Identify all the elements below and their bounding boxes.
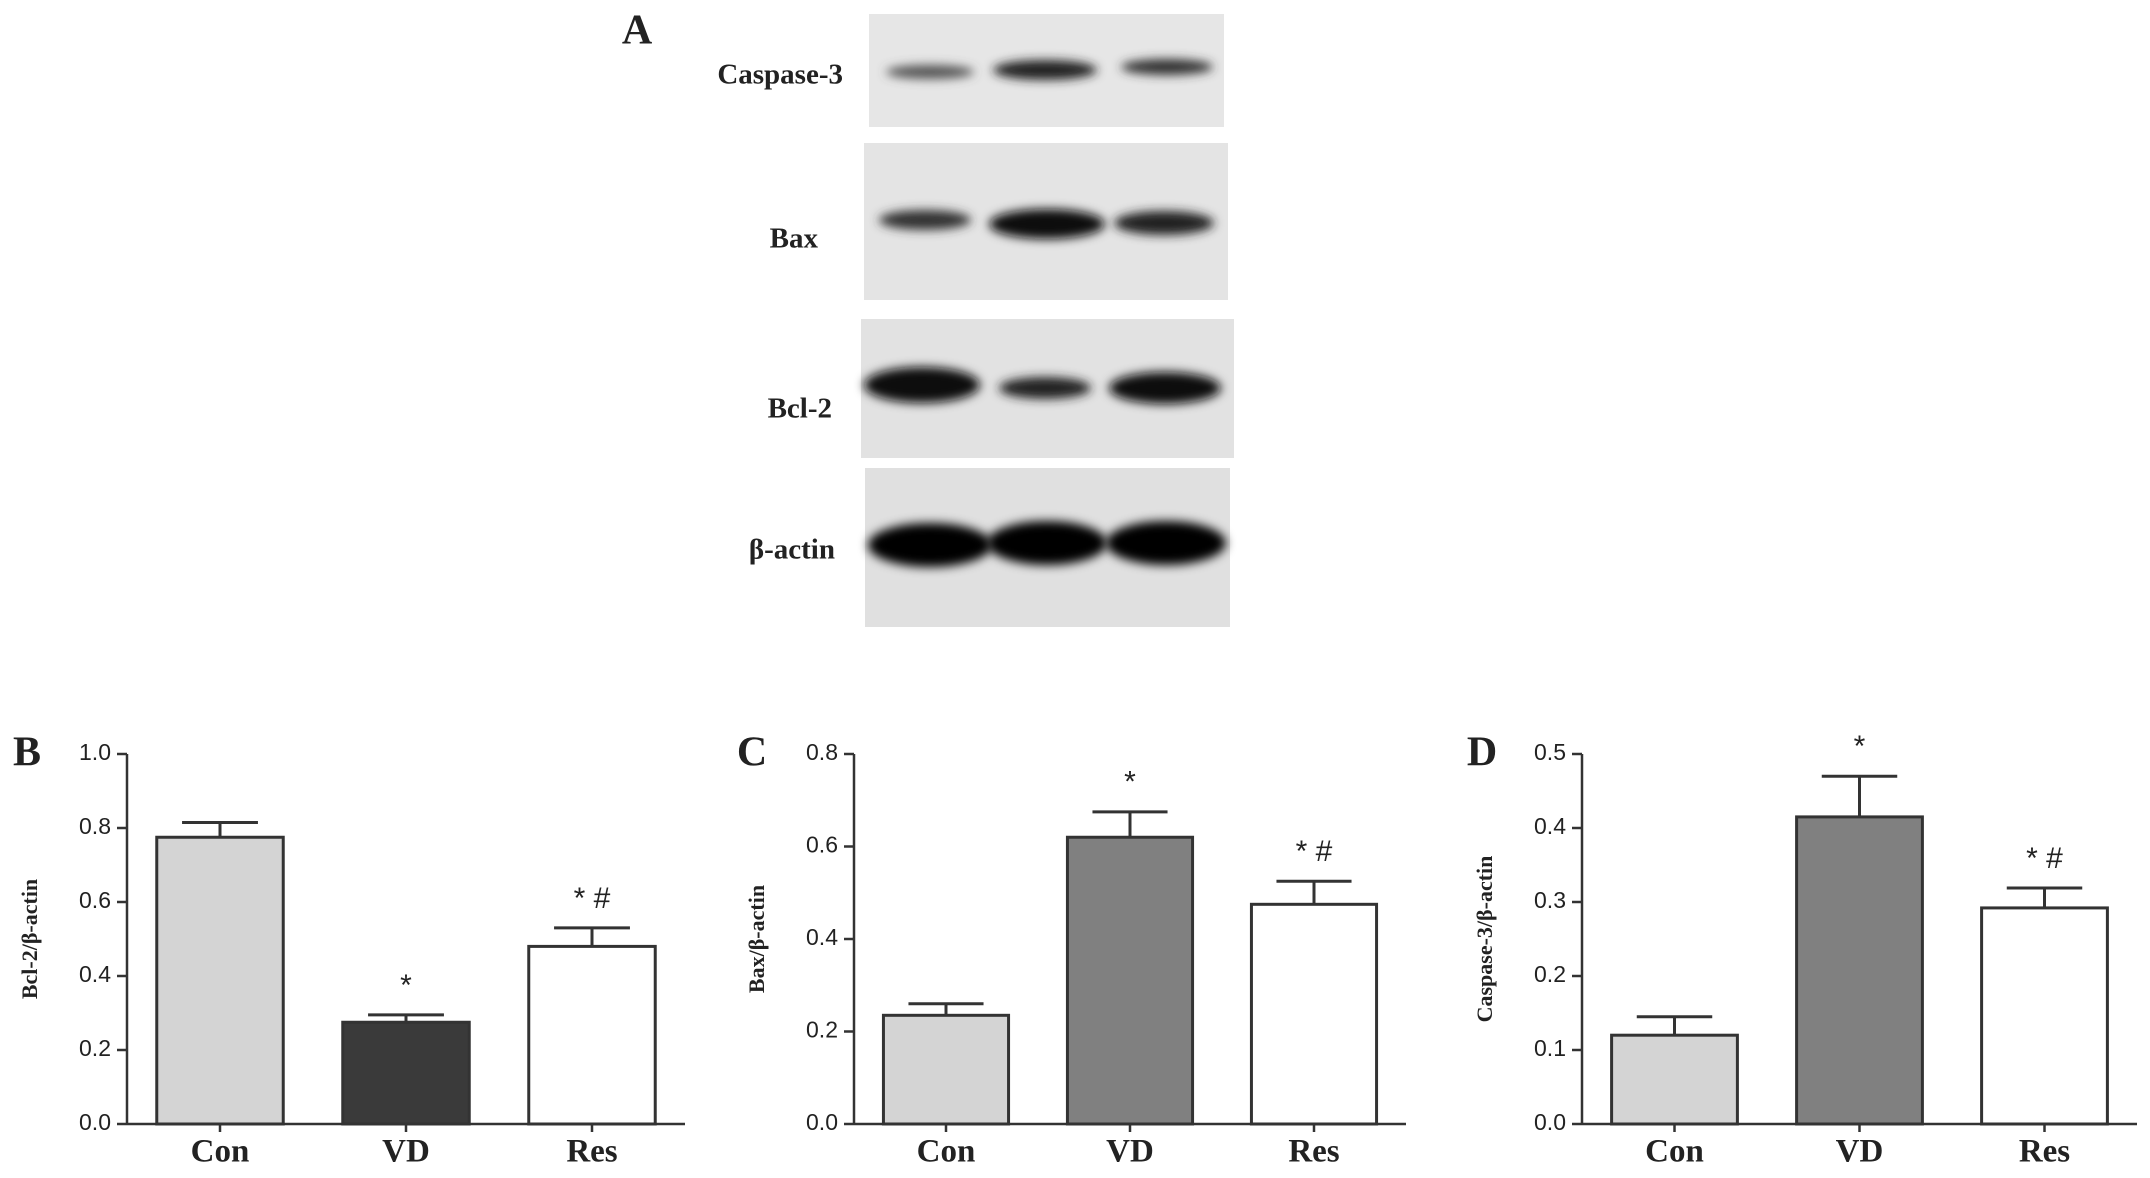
bar <box>155 835 285 1126</box>
x-tick-label: Con <box>1645 1134 1704 1170</box>
y-tick-label: 0.4 <box>79 961 111 987</box>
bar <box>527 944 657 1126</box>
panel-label: A <box>622 8 653 54</box>
bar <box>341 1020 471 1126</box>
band-label: Caspase-3 <box>717 59 843 91</box>
x-tick-label: Con <box>917 1134 976 1170</box>
y-tick-label: 0.1 <box>1534 1035 1566 1061</box>
x-tick-label: Con <box>191 1134 250 1170</box>
y-axis-label: Caspase-3/β-actin <box>1472 856 1497 1023</box>
y-tick-label: 0.2 <box>79 1035 111 1061</box>
y-tick-label: 0.2 <box>1534 961 1566 987</box>
band-label: Bcl-2 <box>768 393 832 425</box>
panel-label: D <box>1467 730 1497 776</box>
y-tick-label: 0.2 <box>806 1017 838 1043</box>
bar <box>1065 835 1195 1126</box>
y-tick-label: 0.4 <box>806 924 838 950</box>
blot <box>861 319 1234 458</box>
y-tick-label: 0.8 <box>806 739 838 765</box>
blot <box>864 143 1228 300</box>
bar <box>1249 902 1379 1126</box>
y-tick-label: 0.5 <box>1534 739 1566 765</box>
y-axis-label: Bcl-2/β-actin <box>17 879 42 999</box>
y-tick-label: 0.6 <box>806 832 838 858</box>
annotation: * <box>1854 730 1866 763</box>
x-tick-label: Res <box>2019 1134 2070 1170</box>
x-tick-label: VD <box>382 1134 430 1170</box>
y-tick-label: 0.4 <box>1534 813 1566 839</box>
annotation: * # <box>1296 835 1333 868</box>
y-tick-label: 1.0 <box>79 739 111 765</box>
y-tick-label: 0.0 <box>1534 1109 1566 1135</box>
bar <box>1610 1033 1739 1126</box>
y-tick-label: 0.0 <box>806 1109 838 1135</box>
bar <box>1980 906 2109 1126</box>
bar <box>881 1013 1011 1126</box>
x-tick-label: Res <box>566 1134 617 1170</box>
band-label: Bax <box>770 223 819 255</box>
x-tick-label: Res <box>1288 1134 1339 1170</box>
annotation: * <box>1124 766 1136 799</box>
annotation: * # <box>2026 842 2063 875</box>
bar <box>1795 815 1924 1126</box>
panel-label: C <box>737 730 767 776</box>
panel-label: B <box>13 730 41 776</box>
y-axis-label: Bax/β-actin <box>744 885 769 993</box>
x-tick-label: VD <box>1836 1134 1884 1170</box>
annotation: * <box>400 969 412 1002</box>
y-tick-label: 0.0 <box>79 1109 111 1135</box>
x-tick-label: VD <box>1106 1134 1154 1170</box>
y-tick-label: 0.3 <box>1534 887 1566 913</box>
y-tick-label: 0.6 <box>79 887 111 913</box>
y-tick-label: 0.8 <box>79 813 111 839</box>
annotation: * # <box>574 882 611 915</box>
blot <box>865 468 1230 627</box>
band-label: β-actin <box>749 534 835 566</box>
blot <box>869 14 1224 127</box>
